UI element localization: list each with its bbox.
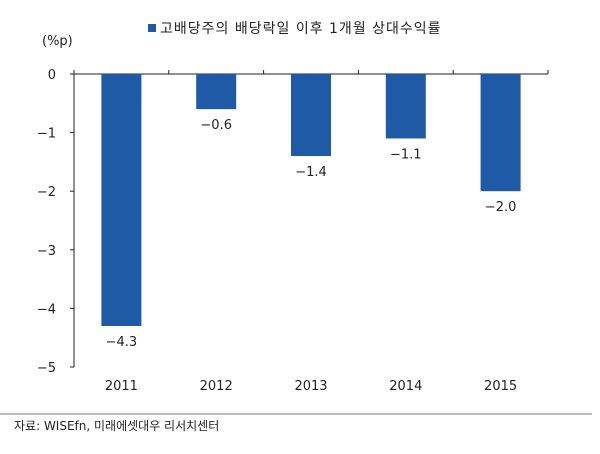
x-tick-label: 2011 [105, 379, 138, 394]
bar-2013 [291, 74, 331, 157]
y-tick-label: −1 [37, 127, 56, 142]
bar-2012 [196, 74, 237, 110]
y-tick-label: −5 [37, 361, 56, 376]
x-tick-label: 2015 [484, 379, 517, 394]
y-tick-label: −3 [37, 244, 56, 259]
y-tick-label: 0 [48, 68, 56, 83]
bar-2011 [101, 74, 142, 326]
data-label: −4.3 [106, 335, 138, 350]
x-tick-label: 2014 [389, 379, 422, 394]
data-label: −1.1 [390, 147, 422, 162]
source-note: 자료: WISEfn, 미래에셋대우 리서치센터 [14, 419, 219, 433]
bar-2014 [385, 74, 426, 139]
data-label: −0.6 [200, 118, 232, 133]
y-axis-label: (%p) [42, 34, 73, 49]
x-tick-label: 2013 [294, 379, 327, 394]
legend-label: 고배당주의 배당락일 이후 1개월 상대수익률 [160, 21, 442, 37]
y-tick-label: −4 [37, 302, 56, 317]
legend-swatch [148, 24, 156, 32]
y-tick-label: −2 [37, 185, 56, 200]
data-label: −2.0 [485, 200, 517, 215]
bar-2015 [480, 74, 521, 192]
x-tick-label: 2012 [200, 379, 233, 394]
data-label: −1.4 [295, 165, 327, 180]
